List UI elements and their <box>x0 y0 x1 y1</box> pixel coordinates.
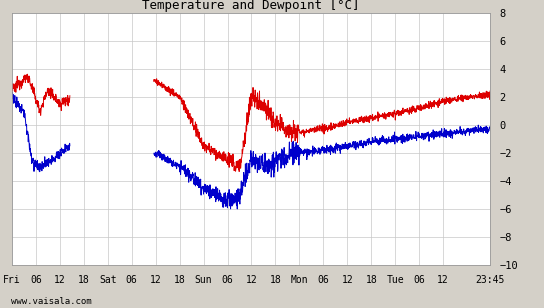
Text: www.vaisala.com: www.vaisala.com <box>11 298 91 306</box>
Title: Temperature and Dewpoint [°C]: Temperature and Dewpoint [°C] <box>142 0 360 12</box>
